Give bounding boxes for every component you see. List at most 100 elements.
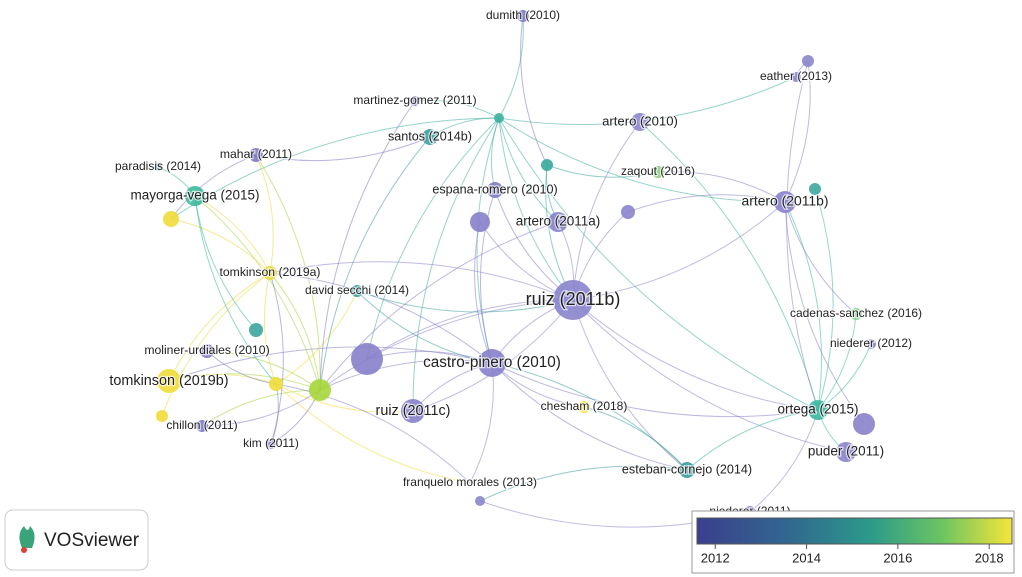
node: [487, 182, 503, 198]
node-label: puder (2011): [808, 444, 884, 459]
node: [185, 186, 205, 206]
edge: [201, 389, 321, 427]
node-label: ruiz (2011b): [526, 289, 621, 309]
node: [309, 379, 331, 401]
node: [802, 55, 814, 67]
edge: [319, 136, 431, 391]
node: [541, 159, 553, 171]
node: [196, 420, 208, 432]
edge: [479, 465, 688, 502]
node-label: eather (2013): [760, 69, 832, 83]
node: [157, 369, 181, 393]
edge: [206, 350, 321, 391]
node: [269, 377, 283, 391]
edge: [491, 362, 819, 418]
edge: [498, 117, 574, 301]
edge: [412, 117, 500, 412]
node-label: ortega (2015): [777, 402, 858, 417]
legend-gradient: [696, 517, 1013, 545]
node-label: mahar (2011): [220, 147, 292, 161]
node-label: mayorga-vega (2015): [130, 188, 259, 203]
node: [679, 462, 695, 478]
node-label: martinez-gomez (2011): [353, 93, 476, 107]
edge: [269, 272, 321, 391]
edge: [572, 121, 641, 301]
node: [578, 401, 590, 413]
node: [163, 211, 179, 227]
edge: [319, 100, 416, 391]
node-label: dumith (2010): [486, 8, 560, 22]
node-label: tomkinson (2019b): [109, 373, 228, 389]
node-label: zaqout (2016): [621, 164, 695, 178]
edge: [170, 218, 271, 274]
edge: [161, 272, 271, 417]
node: [475, 496, 485, 506]
node: [621, 205, 635, 219]
edge: [572, 201, 786, 301]
node: [263, 266, 277, 280]
node: [853, 413, 875, 435]
node-label: ruiz (2011c): [376, 403, 451, 419]
node: [652, 166, 664, 178]
node-label: chillon (2011): [166, 418, 237, 432]
edge: [255, 154, 321, 391]
edge: [414, 99, 500, 119]
node: [553, 280, 593, 320]
node-label: castro-pinero (2010): [423, 354, 561, 371]
edge: [498, 117, 786, 203]
edge: [546, 164, 659, 178]
edge: [480, 189, 496, 364]
node: [351, 285, 363, 297]
node: [401, 399, 425, 423]
edge: [786, 60, 819, 411]
edge: [817, 313, 857, 411]
edge: [319, 359, 493, 391]
node: [808, 400, 828, 420]
edge: [491, 362, 688, 471]
node: [631, 113, 649, 131]
edge: [269, 272, 284, 445]
edge: [366, 299, 574, 360]
node-label: santos (2014b): [388, 129, 472, 143]
node-label: paradisis (2014): [115, 159, 201, 173]
node: [156, 410, 168, 422]
edge: [639, 121, 819, 411]
edge: [206, 350, 277, 385]
edge: [572, 299, 819, 411]
edge: [356, 290, 574, 313]
legend-tick-label: 2018: [975, 550, 1004, 565]
edge: [686, 409, 819, 471]
edge: [572, 299, 688, 471]
node: [809, 183, 821, 195]
edge: [366, 117, 500, 360]
edge: [494, 189, 574, 301]
edge: [263, 272, 277, 385]
node-label: artero (2011a): [516, 214, 601, 229]
node-label: espana-romero (2010): [432, 182, 557, 196]
edge: [498, 117, 559, 223]
legend-tick-label: 2014: [792, 550, 821, 565]
node-label: esteban-cornejo (2014): [622, 462, 752, 476]
edge: [255, 154, 274, 274]
node: [422, 129, 438, 145]
edge: [168, 272, 271, 382]
node: [836, 442, 856, 462]
node: [351, 343, 383, 375]
edge: [275, 383, 471, 484]
node: [478, 349, 506, 377]
edge: [784, 201, 865, 425]
nodes: [154, 10, 876, 518]
legend-tick-label: 2016: [883, 550, 912, 565]
edge: [255, 136, 431, 162]
edge: [194, 195, 277, 385]
edge: [269, 272, 493, 364]
color-legend: 2012 2014 2016 2018: [691, 510, 1015, 574]
node-label: chesham (2018): [541, 399, 628, 413]
node: [774, 191, 796, 213]
node-label: niederer (2012): [830, 336, 912, 350]
edge: [319, 221, 559, 391]
node-label: kim (2011): [243, 436, 299, 450]
edge: [168, 346, 493, 382]
edge: [170, 154, 257, 220]
edge: [498, 117, 819, 411]
